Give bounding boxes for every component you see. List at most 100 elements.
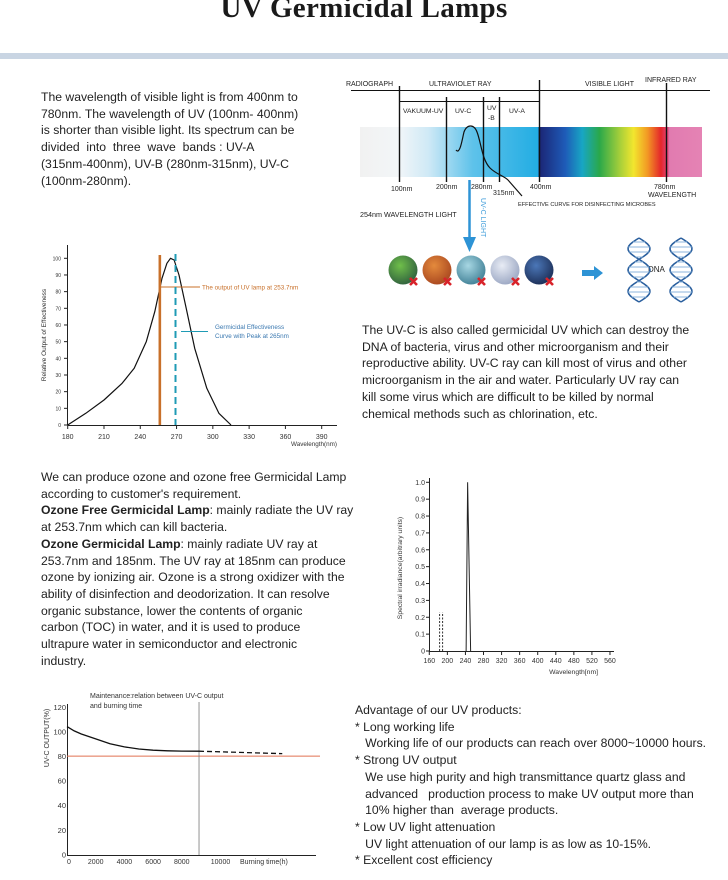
lamp-output-label: The output of UV lamp at 253.7nm [202, 285, 298, 292]
text-line: (315nm-400nm), UV-B (280nm-315nm), UV-C [41, 156, 289, 171]
x-tick-label: 560 [604, 658, 616, 665]
y-tick-label: 0 [421, 649, 425, 656]
text-line: ability of disinfection and deodorizatio… [41, 586, 330, 601]
x-tick-label: 270 [171, 434, 183, 441]
microbe-circle [388, 255, 418, 285]
ozone-paragraph: We can produce ozone and ozone free Germ… [41, 469, 353, 669]
text-line: according to customer's requirement. [41, 486, 242, 501]
x-tick-label: 480 [568, 658, 580, 665]
label-280nm: 280nm [471, 184, 493, 191]
advantages-list: Advantage of our UV products: * Long work… [355, 702, 706, 869]
arrow-right-icon [582, 266, 603, 280]
uvc-light-arrow-icon [463, 180, 476, 252]
header-divider-band [0, 53, 728, 59]
dna-strand [669, 237, 693, 303]
text-line: industry. [41, 653, 87, 668]
microbe-circle [456, 255, 486, 285]
text-line: chemical methods such as chlorination, e… [362, 406, 598, 421]
y-tick-label: 80 [55, 290, 61, 296]
list-line: We use high purity and high transmittanc… [355, 769, 686, 784]
red-x-icon [443, 277, 452, 286]
microbe-circle [490, 255, 520, 285]
text-line: microorganism in the air and water. Part… [362, 373, 679, 388]
intro-paragraph: The wavelength of visible light is from … [41, 89, 298, 189]
microbe-icons [388, 255, 554, 286]
list-line: * Low UV light attenuation [355, 819, 496, 834]
text-line: organic substance, lower the contents of… [41, 603, 303, 618]
microbe-icon [456, 255, 486, 286]
wavelength-dividers [398, 80, 668, 182]
y-axis-label: Spectral irradiance(arbitrary units) [397, 517, 404, 619]
y-tick-label: 0.3 [415, 598, 425, 605]
x-tick-label: 2000 [88, 859, 104, 866]
x-tick-label: 180 [62, 434, 74, 441]
text-line: Ozone Germicidal Lamp: mainly radiate UV… [41, 536, 318, 551]
label-780nm: 780nm [654, 184, 676, 191]
text-line: reproductive ability. UV-C ray can kill … [362, 356, 687, 371]
projected-output-curve [199, 750, 283, 755]
microbe-circle [422, 255, 452, 285]
label-315nm: 315nm [493, 190, 515, 197]
y-tick-label: 80 [58, 752, 66, 761]
x-tick-label: 390 [316, 434, 328, 441]
y-tick-label: 30 [55, 373, 61, 379]
bold-term: Ozone Germicidal Lamp [41, 536, 181, 551]
text-line: kill some virus which are difficult to b… [362, 389, 654, 404]
text-line: 253.7nm and 185nm. The UV ray at 185nm c… [41, 553, 346, 568]
spectrum-bar [360, 127, 702, 177]
y-tick-label: 0.1 [415, 632, 425, 639]
x-tick-label: 520 [586, 658, 598, 665]
germicidal-effectiveness-chart: 0 10 20 30 40 50 60 70 80 90 100 180 210 240 270 300 330… [41, 245, 337, 448]
label-uv-b: UV [487, 105, 497, 112]
x-tick-label: 240 [134, 434, 146, 441]
list-line: 10% higher than average products. [355, 803, 559, 818]
x-tick-label: 320 [496, 658, 508, 665]
effectiveness-label-line2: Curve with Peak at 265nm [215, 333, 289, 340]
label-wavelength: WAVELENGTH [648, 192, 696, 199]
list-line: * Long working life [355, 719, 455, 734]
label-effective-curve: EFFECTIVE CURVE FOR DISINFECTING MICROBE… [518, 202, 656, 208]
list-line: * Strong UV output [355, 753, 457, 768]
label-vakuum-uv: VAKUUM-UV [403, 108, 444, 115]
microbe-icon [490, 255, 520, 286]
x-tick-label: 360 [280, 434, 292, 441]
y-tick-label: 90 [55, 273, 61, 279]
text-line: 780nm. The wavelength of UV (100nm- 400n… [41, 106, 299, 121]
text-line: The UV-C is also called germicidal UV wh… [362, 323, 690, 337]
uvc-maintenance-chart: Maintenance:relation between UV-C output… [44, 693, 320, 866]
label-uvc-light: UV-C LIGHT [479, 198, 486, 238]
x-tick-label: 330 [243, 434, 255, 441]
y-tick-label: 1.0 [415, 480, 425, 487]
x-tick-label: 440 [550, 658, 562, 665]
list-line: advanced production process to make UV o… [355, 786, 694, 801]
bold-term: Ozone Free Germicidal Lamp [41, 503, 210, 518]
microbe-circle [524, 255, 554, 285]
y-tick-label: 40 [58, 801, 66, 810]
y-tick-label: 70 [55, 306, 61, 312]
label-ultraviolet-ray: ULTRAVIOLET RAY [429, 81, 492, 88]
measured-output-curve [66, 726, 200, 752]
x-tick-label: 6000 [145, 859, 161, 866]
y-tick-label: 20 [58, 826, 66, 835]
text-line: ultrapure water in semiconductor and ele… [41, 637, 298, 652]
text-line: ozone by ionizing air. Ozone is a strong… [41, 570, 345, 585]
microbe-icon [388, 255, 418, 286]
y-tick-label: 0 [58, 423, 61, 429]
label-dna: DNA [648, 265, 666, 274]
x-tick-label: 240 [460, 658, 472, 665]
text-line: at 253.7nm which can kill bacteria. [41, 520, 228, 535]
label-254nm-light: 254nm WAVELENGTH LIGHT [360, 210, 457, 219]
x-tick-label: 8000 [174, 859, 190, 866]
chart-title: Maintenance:relation between UV-C output [90, 693, 224, 700]
y-tick-label: 0.2 [415, 615, 425, 622]
label-radiograph: RADIOGRAPH [346, 81, 393, 88]
y-tick-label: 100 [53, 728, 66, 737]
x-axis-label: Wavelength(nm) [291, 441, 337, 448]
label-infrared-ray: INFRARED RAY [645, 77, 697, 84]
y-tick-label: 0.5 [415, 564, 425, 571]
uvc-paragraph: The UV-C is also called germicidal UV wh… [362, 322, 689, 422]
y-tick-label: 50 [55, 340, 61, 346]
effective-disinfection-curve [455, 125, 523, 197]
dna-strand [627, 237, 651, 303]
text-line: Ozone Free Germicidal Lamp: mainly radia… [41, 503, 354, 518]
